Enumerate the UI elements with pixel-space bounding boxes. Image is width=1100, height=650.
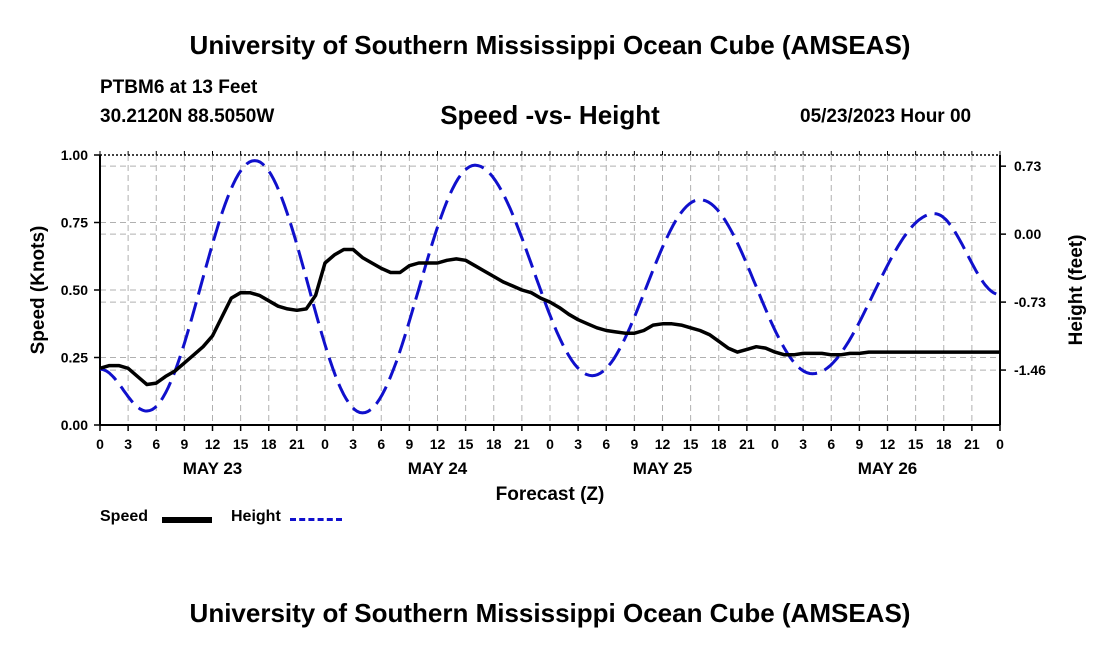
x-tick-label: 15 — [458, 436, 474, 452]
x-tick-label: 0 — [96, 436, 104, 452]
station-coordinates: 30.2120N 88.5050W — [100, 106, 275, 127]
x-tick-label: 9 — [630, 436, 638, 452]
chart-main-title: University of Southern Mississippi Ocean… — [189, 30, 911, 60]
x-tick-label: 12 — [430, 436, 446, 452]
x-tick-label: 21 — [964, 436, 980, 452]
station-name: PTBM6 at 13 Feet — [100, 77, 258, 98]
x-tick-label: 3 — [124, 436, 132, 452]
x-tick-label: 21 — [739, 436, 755, 452]
x-tick-label: 21 — [514, 436, 530, 452]
legend-height-swatch — [290, 518, 342, 521]
x-tick-label: 18 — [936, 436, 952, 452]
x-tick-label: 3 — [574, 436, 582, 452]
height-series-line — [99, 159, 1001, 415]
day-label: MAY 24 — [408, 459, 468, 478]
y-tick-label-left: 0.00 — [61, 417, 88, 433]
series — [99, 159, 1001, 415]
x-tick-label: 0 — [996, 436, 1004, 452]
x-tick-label: 0 — [771, 436, 779, 452]
x-tick-label: 6 — [377, 436, 385, 452]
x-tick-label: 3 — [349, 436, 357, 452]
x-tick-label: 12 — [655, 436, 671, 452]
forecast-datetime: 05/23/2023 Hour 00 — [800, 106, 972, 127]
x-axis-label: Forecast (Z) — [496, 484, 605, 505]
legend-speed-swatch — [162, 517, 212, 523]
footer-title: University of Southern Mississippi Ocean… — [189, 598, 911, 628]
x-tick-label: 9 — [405, 436, 413, 452]
x-tick-label: 6 — [602, 436, 610, 452]
y-tick-label-left: 0.25 — [61, 350, 88, 366]
x-tick-label: 15 — [683, 436, 699, 452]
x-tick-label: 0 — [321, 436, 329, 452]
y-axis-label-right: Height (feet) — [1066, 235, 1087, 346]
legend-speed-label: Speed — [100, 508, 149, 525]
day-label: MAY 25 — [633, 459, 693, 478]
day-label: MAY 26 — [858, 459, 918, 478]
x-tick-label: 21 — [289, 436, 305, 452]
x-tick-label: 12 — [205, 436, 221, 452]
day-label: MAY 23 — [183, 459, 243, 478]
y-tick-label-right: -1.46 — [1014, 362, 1046, 378]
y-tick-label-right: -0.73 — [1014, 294, 1046, 310]
x-tick-label: 12 — [880, 436, 896, 452]
speed-series-line — [99, 247, 1000, 387]
x-tick-label: 9 — [855, 436, 863, 452]
grid — [100, 155, 1000, 425]
y-axis-label-left: Speed (Knots) — [28, 226, 49, 355]
x-tick-label: 0 — [546, 436, 554, 452]
x-tick-label: 6 — [827, 436, 835, 452]
x-tick-label: 9 — [180, 436, 188, 452]
tick-labels: 0 3 6 9 12 15 18 21 0 3 6 9 12 15 18 21 0 3 6 9 12 15 18 21 0 3 6 9… — [28, 147, 1087, 505]
x-tick-label: 15 — [233, 436, 249, 452]
y-tick-label-right: 0.73 — [1014, 158, 1041, 174]
x-tick-label: 18 — [711, 436, 727, 452]
y-tick-label-left: 0.75 — [61, 215, 88, 231]
x-tick-label: 6 — [152, 436, 160, 452]
legend-height-label: Height — [231, 508, 281, 525]
x-tick-label: 15 — [908, 436, 924, 452]
y-tick-label-left: 0.50 — [61, 282, 88, 298]
chart-subtitle: Speed -vs- Height — [440, 100, 660, 130]
x-tick-label: 18 — [261, 436, 277, 452]
x-tick-label: 18 — [486, 436, 502, 452]
y-tick-label-left: 1.00 — [61, 147, 88, 163]
axes — [94, 151, 1006, 431]
y-tick-label-right: 0.00 — [1014, 226, 1041, 242]
x-tick-label: 3 — [799, 436, 807, 452]
